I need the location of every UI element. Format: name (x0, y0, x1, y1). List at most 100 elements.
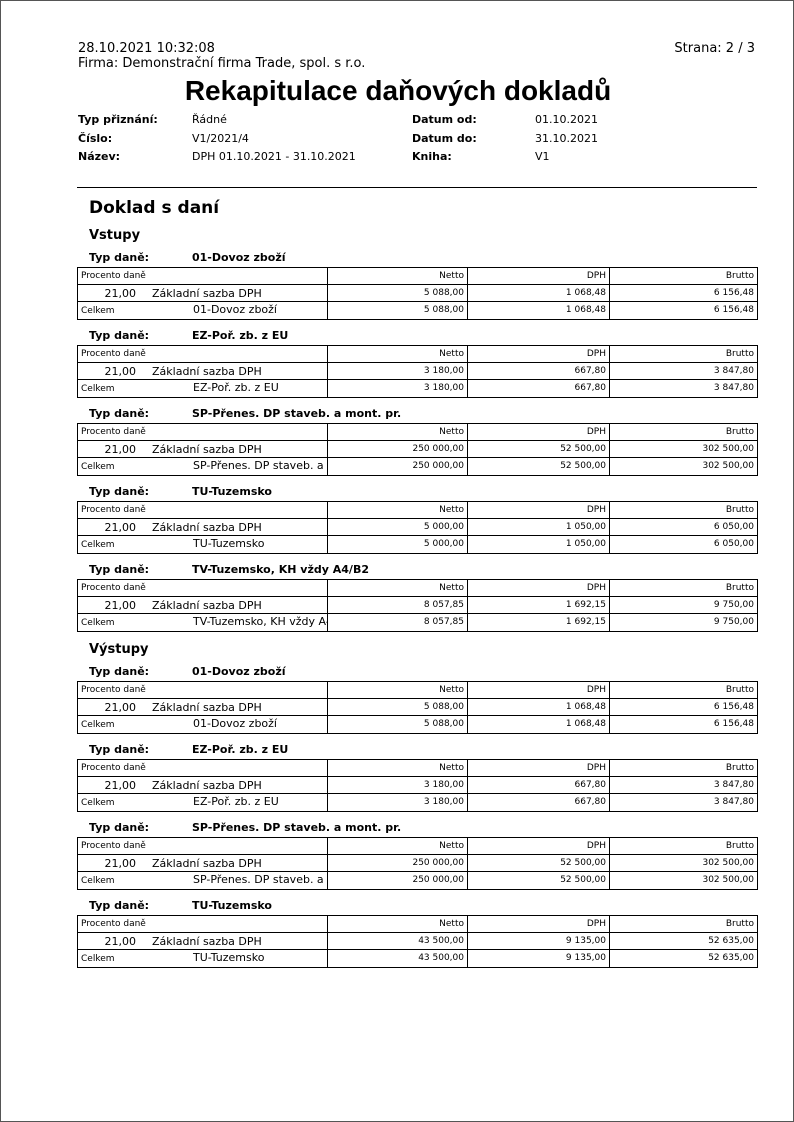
tax-type: EZ-Poř. zb. z EU (192, 743, 289, 756)
data-row: 21,00 Základní sazba DPH 5 000,00 1 050,00 6… (77, 518, 758, 536)
total-row: Celkem 01-Dovoz zboží 5 088,00 1 068,48 6 15… (77, 301, 758, 320)
total-label: Celkem (81, 462, 115, 472)
rate-cell: 21,00 Základní sazba DPH (77, 440, 328, 458)
data-row: 21,00 Základní sazba DPH 3 180,00 667,80 3 8… (77, 362, 758, 380)
column-header: Netto (327, 915, 468, 933)
info-label: Kniha: (412, 150, 452, 163)
amount: 8 057,85 (327, 596, 468, 614)
amount: 3 180,00 (327, 776, 468, 794)
header-row: Procento daně Netto DPH Brutto (77, 759, 758, 777)
tax-type-row: Typ daně: 01-Dovoz zboží (77, 663, 757, 681)
rate: 21,00 (104, 700, 137, 714)
rate-cell: 21,00 Základní sazba DPH (77, 932, 328, 950)
total-amount: 1 692,15 (467, 613, 610, 632)
amount: 43 500,00 (327, 932, 468, 950)
amount: 667,80 (467, 362, 610, 380)
total-amount: 3 180,00 (327, 793, 468, 812)
column-header: Brutto (609, 579, 758, 597)
tax-type-label: Typ daně: (89, 821, 150, 834)
total-name: EZ-Poř. zb. z EU (193, 381, 279, 394)
info-value: V1 (535, 150, 550, 163)
header-row: Procento daně Netto DPH Brutto (77, 267, 758, 285)
column-header: Brutto (609, 501, 758, 519)
amount: 52 500,00 (467, 440, 610, 458)
total-amount: 8 057,85 (327, 613, 468, 632)
total-cell: Celkem 01-Dovoz zboží (77, 715, 328, 734)
total-cell: Celkem SP-Přenes. DP staveb. a mont. pr. (77, 457, 328, 476)
tax-table: Procento daně Netto DPH Brutto 21,00 Základní… (77, 423, 758, 476)
column-header: Procento daně (77, 681, 328, 699)
amount: 6 156,48 (609, 698, 758, 716)
amount: 250 000,00 (327, 854, 468, 872)
total-row: Celkem EZ-Poř. zb. z EU 3 180,00 667,80 3 84… (77, 793, 758, 812)
info-label: Datum od: (412, 113, 477, 126)
amount: 1 692,15 (467, 596, 610, 614)
amount: 6 156,48 (609, 284, 758, 302)
tax-type-label: Typ daně: (89, 407, 150, 420)
total-label: Celkem (81, 306, 115, 316)
info-label: Název: (78, 150, 121, 163)
total-amount: 5 088,00 (327, 715, 468, 734)
column-header: Brutto (609, 915, 758, 933)
column-header: DPH (467, 501, 610, 519)
tax-type: 01-Dovoz zboží (192, 251, 286, 264)
total-amount: 9 135,00 (467, 949, 610, 968)
total-row: Celkem TU-Tuzemsko 5 000,00 1 050,00 6 050,0… (77, 535, 758, 554)
amount: 3 847,80 (609, 362, 758, 380)
total-row: Celkem TU-Tuzemsko 43 500,00 9 135,00 52 635… (77, 949, 758, 968)
column-header: Procento daně (77, 267, 328, 285)
total-row: Celkem TV-Tuzemsko, KH vždy A4/B28 057,85… (77, 613, 758, 632)
total-cell: Celkem TV-Tuzemsko, KH vždy A4/B2 (77, 613, 328, 632)
column-header: Brutto (609, 345, 758, 363)
rate-cell: 21,00 Základní sazba DPH (77, 284, 328, 302)
column-header: Netto (327, 759, 468, 777)
total-amount: 667,80 (467, 379, 610, 398)
column-header: DPH (467, 759, 610, 777)
total-label: Celkem (81, 618, 115, 628)
column-header: Netto (327, 837, 468, 855)
total-row: Celkem SP-Přenes. DP staveb. a mont. pr.2… (77, 457, 758, 476)
rate: 21,00 (104, 598, 137, 612)
rate: 21,00 (104, 286, 137, 300)
total-name: 01-Dovoz zboží (193, 303, 277, 316)
total-amount: 52 500,00 (467, 871, 610, 890)
rate-name: Základní sazba DPH (152, 778, 262, 792)
total-label: Celkem (81, 876, 115, 886)
header-row: Procento daně Netto DPH Brutto (77, 837, 758, 855)
rate: 21,00 (104, 778, 137, 792)
total-amount: 250 000,00 (327, 871, 468, 890)
total-amount: 3 180,00 (327, 379, 468, 398)
header-row: Procento daně Netto DPH Brutto (77, 423, 758, 441)
tax-table: Procento daně Netto DPH Brutto 21,00 Základní… (77, 267, 758, 320)
total-amount: 667,80 (467, 793, 610, 812)
tax-type-label: Typ daně: (89, 665, 150, 678)
header-row: Procento daně Netto DPH Brutto (77, 501, 758, 519)
tax-type: SP-Přenes. DP staveb. a mont. pr. (192, 407, 402, 420)
amount: 667,80 (467, 776, 610, 794)
rate: 21,00 (104, 442, 137, 456)
data-row: 21,00 Základní sazba DPH 43 500,00 9 135,00… (77, 932, 758, 950)
total-cell: Celkem TU-Tuzemsko (77, 949, 328, 968)
column-header: Netto (327, 423, 468, 441)
header-row: Procento daně Netto DPH Brutto (77, 345, 758, 363)
column-header: DPH (467, 915, 610, 933)
rate-name: Základní sazba DPH (152, 934, 262, 948)
column-header: Procento daně (77, 501, 328, 519)
group-title: Výstupy (89, 642, 149, 657)
amount: 5 088,00 (327, 284, 468, 302)
tax-type: 01-Dovoz zboží (192, 665, 286, 678)
rate-cell: 21,00 Základní sazba DPH (77, 596, 328, 614)
total-amount: 52 500,00 (467, 457, 610, 476)
info-value: DPH 01.10.2021 - 31.10.2021 (192, 150, 356, 163)
tax-table: Procento daně Netto DPH Brutto 21,00 Základní… (77, 579, 758, 632)
company: Firma: Demonstrační firma Trade, spol. s… (78, 56, 366, 71)
tax-type-row: Typ daně: EZ-Poř. zb. z EU (77, 327, 757, 345)
tax-type-row: Typ daně: TU-Tuzemsko (77, 483, 757, 501)
tax-type-row: Typ daně: SP-Přenes. DP staveb. a mont. p… (77, 405, 757, 423)
rate: 21,00 (104, 934, 137, 948)
total-name: TU-Tuzemsko (193, 951, 265, 964)
amount: 52 635,00 (609, 932, 758, 950)
column-header: Brutto (609, 267, 758, 285)
tax-type-row: Typ daně: TV-Tuzemsko, KH vždy A4/B2 (77, 561, 757, 579)
